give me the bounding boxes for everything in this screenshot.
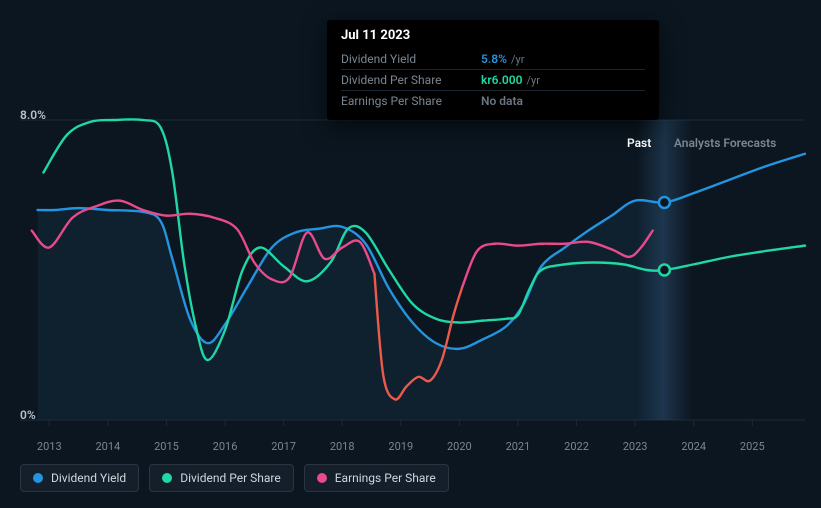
chart-tooltip: Jul 11 2023 Dividend Yield5.8%/yrDividen… (327, 20, 659, 120)
x-axis-tick-label: 2013 (37, 440, 62, 453)
x-axis-tick-label: 2018 (330, 440, 355, 453)
x-axis-tick-label: 2021 (506, 440, 531, 453)
y-axis-max-label: 8.0% (20, 108, 46, 122)
dividend-chart: 8.0% 0% 2013 2014 2015 2016 2017 2018 2019 2020… (0, 0, 821, 508)
forecast-region-label: Analysts Forecasts (674, 136, 776, 150)
tooltip-row: Dividend Yield5.8%/yr (341, 49, 645, 69)
legend-dot-icon (317, 473, 327, 483)
y-axis-min-label: 0% (20, 408, 36, 422)
past-region-label: Past (627, 136, 651, 150)
x-axis-tick-label: 2019 (388, 440, 413, 453)
legend-dot-icon (33, 473, 43, 483)
legend-item[interactable]: Dividend Per Share (149, 464, 294, 492)
x-axis-tick-label: 2016 (213, 440, 238, 453)
x-axis-tick-label: 2015 (154, 440, 179, 453)
x-axis-tick-label: 2017 (271, 440, 296, 453)
x-axis-tick-label: 2024 (681, 440, 706, 453)
legend-label: Dividend Yield (51, 471, 126, 485)
legend-label: Earnings Per Share (335, 471, 436, 485)
tooltip-row: Dividend Per Sharekr6.000/yr (341, 69, 645, 90)
tooltip-row: Earnings Per ShareNo data (341, 90, 645, 110)
legend-item[interactable]: Dividend Yield (20, 464, 139, 492)
x-axis-tick-label: 2014 (95, 440, 120, 453)
legend-dot-icon (162, 473, 172, 483)
x-axis-tick-label: 2025 (740, 440, 765, 453)
x-axis-tick-label: 2023 (623, 440, 648, 453)
x-axis-labels: 2013 2014 2015 2016 2017 2018 2019 2020 2021 2022… (0, 440, 821, 456)
tooltip-date: Jul 11 2023 (341, 28, 645, 43)
x-axis-tick-label: 2020 (447, 440, 472, 453)
legend-item[interactable]: Earnings Per Share (304, 464, 449, 492)
legend-label: Dividend Per Share (180, 471, 281, 485)
chart-legend: Dividend Yield Dividend Per Share Earnings… (20, 464, 449, 492)
x-axis-tick-label: 2022 (564, 440, 589, 453)
